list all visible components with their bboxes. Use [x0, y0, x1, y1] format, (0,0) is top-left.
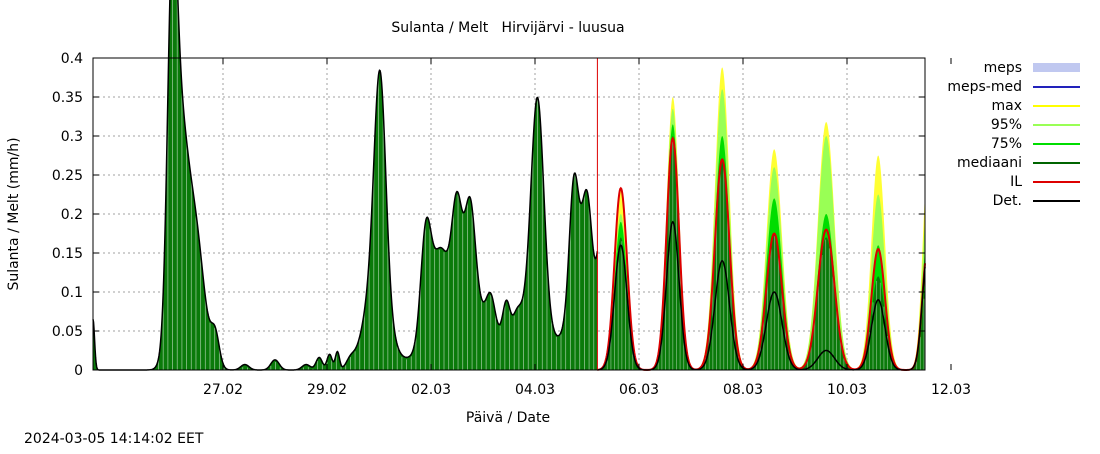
y-tick-label: 0.15	[52, 246, 83, 262]
x-tick-label: 02.03	[411, 382, 451, 398]
observed-melt-line	[92, 0, 599, 371]
legend-label: IL	[1010, 174, 1022, 190]
legend: meps meps-med max 95% 75% mediaani IL Det.	[947, 60, 1080, 209]
x-tick-label: 06.03	[619, 382, 659, 398]
y-tick-label: 0	[74, 363, 83, 379]
observed-melt-area	[93, 0, 598, 370]
legend-label: Det.	[993, 193, 1022, 209]
axes: 0 0.05 0.1 0.15 0.2 0.25 0.3 0.35 0.4 27.02 29.02 0…	[52, 51, 971, 398]
legend-label: 75%	[991, 136, 1022, 152]
legend-label: 95%	[991, 117, 1022, 133]
series-area	[92, 0, 926, 371]
x-tick-label: 27.02	[203, 382, 243, 398]
y-tick-label: 0.25	[52, 168, 83, 184]
x-tick-label: 29.02	[307, 382, 347, 398]
forecast-det-line	[597, 220, 926, 371]
x-axis-label: Päivä / Date	[466, 410, 550, 426]
y-tick-label: 0.35	[52, 90, 83, 106]
y-axis-label: Sulanta / Melt (mm/h)	[6, 137, 22, 290]
legend-label: max	[991, 98, 1022, 114]
legend-label: meps-med	[947, 79, 1022, 95]
generated-timestamp: 2024-03-05 14:14:02 EET	[24, 431, 204, 447]
y-tick-label: 0.3	[61, 129, 83, 145]
legend-label: meps	[984, 60, 1022, 76]
forecast-median-area	[597, 136, 925, 370]
x-tick-label: 08.03	[723, 382, 763, 398]
x-tick-label: 04.03	[515, 382, 555, 398]
y-tick-label: 0.2	[61, 207, 83, 223]
x-tick-label: 10.03	[827, 382, 867, 398]
legend-swatch	[1033, 63, 1080, 72]
legend-label: mediaani	[957, 155, 1022, 171]
y-tick-label: 0.05	[52, 324, 83, 340]
chart-title: Sulanta / Melt Hirvijärvi - luusua	[391, 20, 624, 36]
y-tick-label: 0.4	[61, 51, 83, 67]
x-tick-label: 12.03	[931, 382, 971, 398]
y-tick-label: 0.1	[61, 285, 83, 301]
